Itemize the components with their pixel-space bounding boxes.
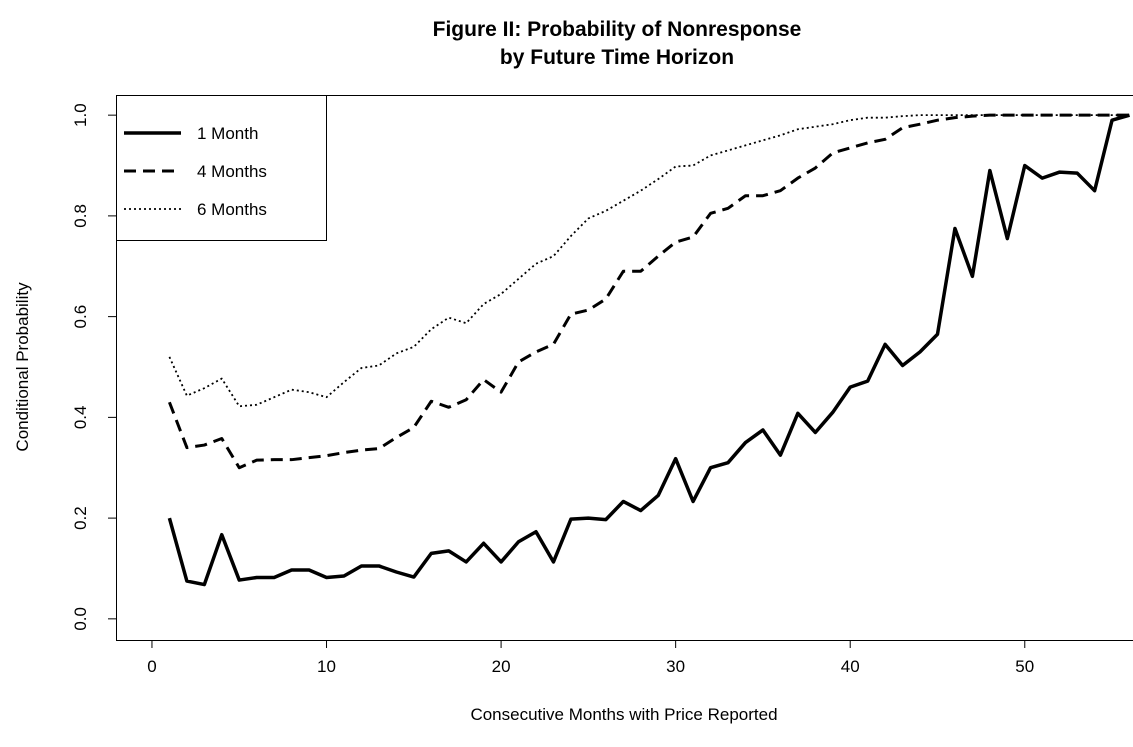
y-tick-label: 0.4 (71, 406, 90, 430)
lines (167, 113, 1130, 587)
x-tick-label: 30 (666, 657, 685, 676)
y-tick-label: 0.0 (71, 607, 90, 631)
y-tick-label: 0.6 (71, 305, 90, 329)
x-tick-label: 10 (317, 657, 336, 676)
chart-title: Figure II: Probability of Nonresponse (433, 18, 802, 41)
x-tick-label: 50 (1015, 657, 1034, 676)
x-tick-label: 0 (147, 657, 156, 676)
x-tick-label: 20 (492, 657, 511, 676)
legend-label: 1 Month (197, 124, 258, 143)
legend-box (116, 95, 327, 241)
y-axis-label: Conditional Probability (13, 282, 32, 452)
x-tick-label: 40 (841, 657, 860, 676)
series-line (168, 114, 1130, 408)
x-axis-label: Consecutive Months with Price Reported (470, 705, 777, 724)
series-line (168, 113, 1130, 470)
chart-title: by Future Time Horizon (500, 46, 734, 69)
legend-label: 6 Months (197, 200, 267, 219)
y-tick-label: 1.0 (71, 103, 90, 127)
y-tick-label: 0.8 (71, 204, 90, 228)
y-tick-label: 0.2 (71, 506, 90, 530)
legend-label: 4 Months (197, 162, 267, 181)
plot-frame (116, 95, 1133, 641)
series-line (167, 113, 1130, 587)
